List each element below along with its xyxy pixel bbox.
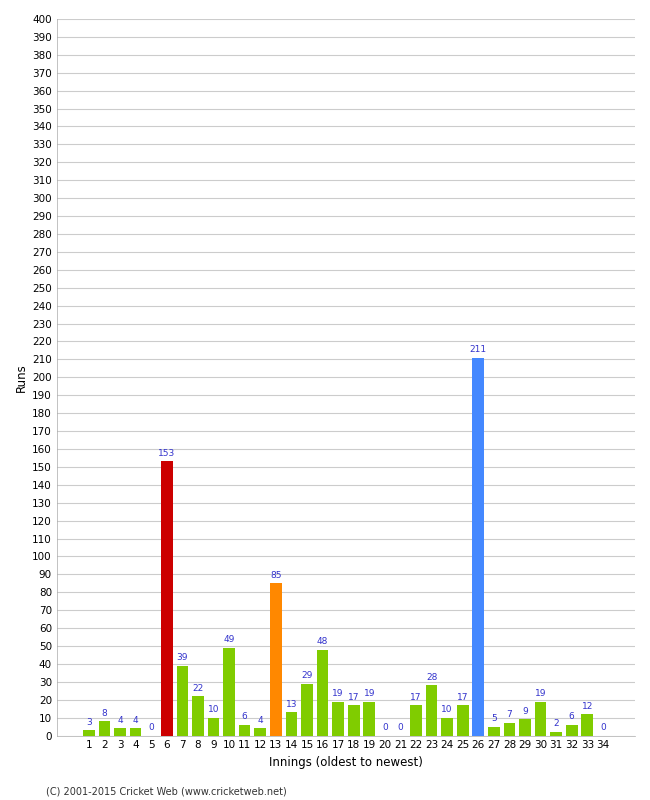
Bar <box>239 725 250 735</box>
Bar <box>99 722 110 735</box>
Text: 85: 85 <box>270 570 281 580</box>
Text: 10: 10 <box>208 705 219 714</box>
Text: 211: 211 <box>470 345 487 354</box>
Text: 3: 3 <box>86 718 92 726</box>
Text: 17: 17 <box>457 693 469 702</box>
Bar <box>317 650 328 735</box>
Bar <box>301 684 313 735</box>
Text: 19: 19 <box>332 689 344 698</box>
Text: 8: 8 <box>101 709 107 718</box>
Bar <box>130 729 142 735</box>
Text: 28: 28 <box>426 673 437 682</box>
Bar <box>582 714 593 735</box>
Bar <box>348 705 359 735</box>
Text: 4: 4 <box>133 716 138 725</box>
Bar <box>161 462 173 735</box>
Text: 4: 4 <box>257 716 263 725</box>
Text: 6: 6 <box>569 712 575 722</box>
Bar <box>457 705 469 735</box>
Bar <box>177 666 188 735</box>
Bar <box>363 702 375 735</box>
Text: 6: 6 <box>242 712 248 722</box>
Bar <box>410 705 422 735</box>
Text: 0: 0 <box>382 723 387 732</box>
Text: 7: 7 <box>506 710 512 719</box>
Text: 48: 48 <box>317 637 328 646</box>
Text: 29: 29 <box>301 671 313 680</box>
Text: 10: 10 <box>441 705 453 714</box>
Text: 9: 9 <box>522 707 528 716</box>
Bar <box>551 732 562 735</box>
Bar <box>441 718 453 735</box>
Text: 17: 17 <box>410 693 422 702</box>
Bar <box>207 718 219 735</box>
X-axis label: Innings (oldest to newest): Innings (oldest to newest) <box>269 756 423 769</box>
Text: 2: 2 <box>553 719 559 729</box>
Bar <box>192 696 203 735</box>
Text: 39: 39 <box>177 653 188 662</box>
Text: 153: 153 <box>158 449 176 458</box>
Text: 22: 22 <box>192 683 203 693</box>
Bar <box>270 583 281 735</box>
Bar <box>473 358 484 735</box>
Y-axis label: Runs: Runs <box>15 363 28 392</box>
Bar <box>535 702 547 735</box>
Text: 5: 5 <box>491 714 497 723</box>
Text: 0: 0 <box>398 723 403 732</box>
Bar <box>254 729 266 735</box>
Bar <box>83 730 95 735</box>
Bar <box>223 648 235 735</box>
Text: 4: 4 <box>117 716 123 725</box>
Text: 0: 0 <box>148 723 154 732</box>
Text: 0: 0 <box>600 723 606 732</box>
Bar <box>519 719 531 735</box>
Text: 13: 13 <box>285 700 297 709</box>
Text: (C) 2001-2015 Cricket Web (www.cricketweb.net): (C) 2001-2015 Cricket Web (www.cricketwe… <box>46 786 286 796</box>
Bar <box>332 702 344 735</box>
Text: 12: 12 <box>582 702 593 710</box>
Bar <box>488 726 500 735</box>
Bar <box>426 686 437 735</box>
Bar <box>285 712 297 735</box>
Text: 17: 17 <box>348 693 359 702</box>
Text: 19: 19 <box>363 689 375 698</box>
Bar <box>504 723 515 735</box>
Text: 49: 49 <box>224 635 235 644</box>
Bar <box>114 729 126 735</box>
Text: 19: 19 <box>535 689 547 698</box>
Bar <box>566 725 578 735</box>
